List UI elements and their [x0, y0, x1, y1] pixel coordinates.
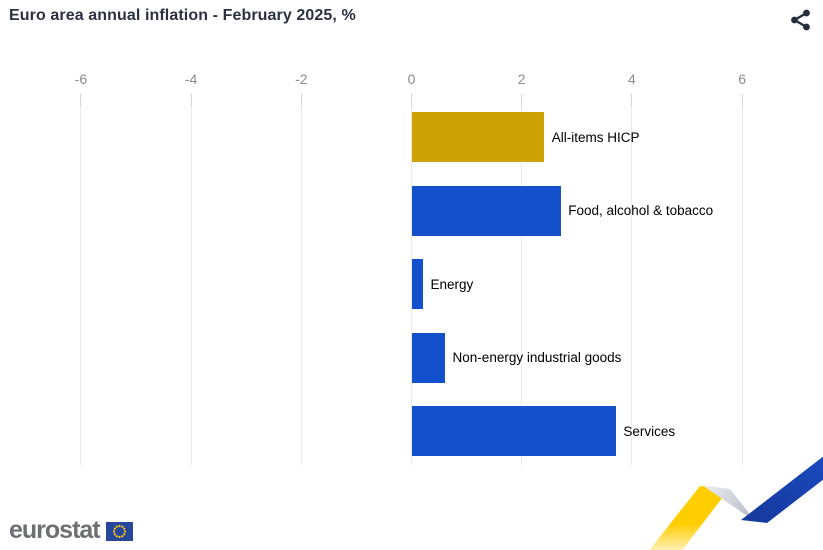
axis-tick-label--4: -4	[184, 71, 198, 87]
bar-label-energy: Energy	[430, 276, 474, 292]
bar-label-food-alcohol-tobacco: Food, alcohol & tobacco	[568, 203, 714, 218]
share-button[interactable]	[788, 6, 814, 32]
gridline-6	[741, 94, 743, 465]
eurostat-logo[interactable]: eurostat	[9, 518, 133, 543]
bar-label-all-items-hicp: All-items HICP	[551, 129, 640, 145]
axis-tick-0	[411, 94, 412, 106]
gridline--4	[190, 94, 192, 465]
gridline--6	[80, 94, 82, 465]
axis-tick-label-0: 0	[407, 71, 416, 87]
gridline-0	[411, 94, 412, 465]
axis-tick-6	[741, 94, 743, 106]
axis-tick-label--2: -2	[295, 71, 308, 87]
bar-energy[interactable]	[412, 259, 424, 309]
axis-tick-label--6: -6	[74, 71, 88, 87]
axis-tick-4	[631, 94, 633, 106]
bar-all-items-hicp[interactable]	[412, 112, 545, 162]
bar-non-energy-industrial-goods[interactable]	[412, 332, 446, 383]
axis-tick--4	[190, 94, 192, 106]
bar-label-services: Services	[623, 423, 676, 439]
share-icon	[791, 9, 810, 31]
axis-tick--6	[80, 94, 82, 106]
bar-services[interactable]	[412, 406, 616, 456]
axis-tick-2	[521, 94, 523, 106]
eurostat-logo-text: eurostat	[9, 516, 101, 544]
gridline-4	[631, 94, 633, 465]
axis-tick-label-6: 6	[738, 71, 746, 87]
axis-tick-label-2: 2	[517, 71, 526, 87]
chart-title: Euro area annual inflation - February 20…	[9, 7, 356, 24]
bar-label-non-energy-industrial-goods: Non-energy industrial goods	[452, 350, 622, 365]
ribbon-graphic	[649, 456, 823, 550]
eu-flag-icon	[105, 522, 133, 541]
bar-food-alcohol-tobacco[interactable]	[412, 185, 561, 236]
axis-tick--2	[300, 94, 302, 106]
gridline-2	[521, 94, 523, 465]
axis-tick-label-4: 4	[627, 71, 636, 87]
gridline--2	[300, 94, 302, 465]
